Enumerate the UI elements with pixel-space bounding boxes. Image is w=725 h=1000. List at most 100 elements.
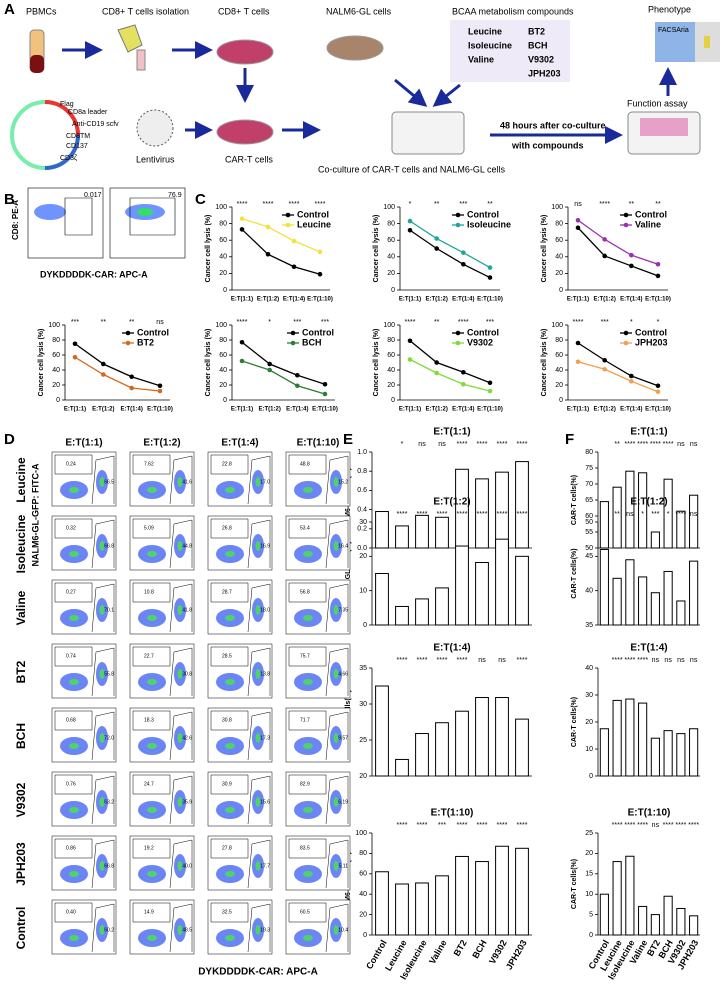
- bar: [676, 510, 686, 549]
- gate: [210, 646, 271, 697]
- y-tick-label: 80: [359, 850, 367, 857]
- legend-label: Control: [137, 327, 169, 337]
- y-tick-label: 1.0: [357, 449, 367, 456]
- gate-value: 0.76: [66, 781, 76, 787]
- bar: [638, 472, 648, 549]
- axis-label: NALM6-GL-GFP: FITC-A: [30, 463, 40, 566]
- y-axis-label: CAR-T cells(%): [571, 475, 578, 525]
- point: [407, 227, 413, 233]
- x-tick-label: E:T(1:1): [399, 297, 421, 303]
- significance: ns: [677, 657, 685, 664]
- significance: ****: [637, 441, 648, 448]
- gate: [132, 838, 193, 889]
- gate-value: 28.5: [222, 653, 232, 659]
- x-tick-label: E:T(1:1): [64, 407, 86, 413]
- column: [117, 24, 143, 53]
- gate-value: 0.32: [66, 525, 76, 531]
- gate-value: 17.3: [260, 735, 270, 741]
- y-tick-label: 60: [555, 352, 563, 359]
- gate-value: 66.8: [104, 543, 114, 549]
- x-tick-label: E:T(1:10): [645, 297, 671, 303]
- significance: ***: [293, 319, 301, 326]
- point: [239, 358, 245, 364]
- point: [101, 372, 106, 377]
- cell-cloud: [333, 541, 339, 551]
- significance: ****: [457, 511, 468, 518]
- significance: ****: [517, 822, 528, 829]
- y-tick-label: 40: [585, 588, 593, 595]
- significance: ***: [651, 511, 659, 518]
- y-axis-label: CAR-T cells(%): [571, 697, 578, 747]
- gate-value: 70.1: [104, 607, 114, 613]
- y-tick-label: 10: [585, 746, 593, 753]
- gate: [54, 710, 115, 761]
- series-line: [241, 228, 321, 275]
- instrument: [704, 36, 710, 48]
- label: Phenotype: [648, 4, 691, 14]
- x-tick-label: E:T(1:2): [257, 297, 279, 303]
- column-title: E:T(1:2): [143, 438, 180, 449]
- cell-cloud: [303, 487, 313, 493]
- bar: [495, 845, 509, 936]
- gate-value: 75.7: [300, 653, 310, 659]
- bar: [638, 576, 648, 626]
- bar: [599, 548, 609, 626]
- significance: *: [409, 201, 412, 208]
- bar: [415, 514, 429, 549]
- y-tick-label: 40: [585, 665, 593, 672]
- series-line: [241, 218, 321, 253]
- legend-label: Control: [635, 327, 667, 337]
- dish: [326, 35, 384, 61]
- legend-label: Leucine: [297, 219, 331, 229]
- x-tick-label: E:T(1:2): [593, 297, 615, 303]
- legend-swatch: [285, 222, 291, 228]
- gate-value: 19.3: [260, 927, 270, 933]
- cell-cloud: [333, 797, 339, 807]
- cell-cloud: [255, 925, 261, 935]
- point: [461, 250, 466, 255]
- bar: [689, 728, 699, 777]
- label: NALM6-GL cells: [326, 6, 392, 16]
- compound: Valine: [468, 54, 494, 64]
- point: [487, 275, 493, 280]
- bar: [650, 592, 660, 626]
- gate: [210, 454, 271, 505]
- gate-value: 66.5: [104, 479, 114, 485]
- flow-plot: [27, 187, 104, 259]
- point: [317, 271, 323, 277]
- y-axis-label: CAR-T cells(%): [571, 548, 578, 598]
- y-tick-label: 80: [555, 220, 563, 227]
- legend-label: Control: [467, 209, 499, 219]
- gate-value: 30.8: [182, 671, 192, 677]
- y-tick-label: 15: [585, 871, 593, 878]
- gate-value: 13.8: [260, 671, 270, 677]
- point: [239, 339, 245, 345]
- point: [575, 359, 581, 365]
- significance: ****: [417, 822, 428, 829]
- significance: *: [268, 319, 271, 326]
- cell-cloud: [225, 615, 235, 621]
- y-tick-label: 20: [359, 911, 367, 918]
- label: CD8+ T cells: [218, 6, 270, 16]
- label: BCAA metabolism compounds: [452, 6, 574, 16]
- cell-cloud: [177, 477, 183, 487]
- significance: **: [101, 319, 107, 326]
- y-tick-label: 80: [555, 337, 563, 344]
- cell-cloud: [147, 807, 157, 813]
- gate-value: 0.017: [84, 192, 102, 199]
- y-tick-label: 80: [52, 337, 60, 344]
- gate-value: 0.74: [66, 653, 76, 659]
- gate-value: 16.4: [338, 543, 348, 549]
- y-tick-label: 50: [585, 519, 593, 526]
- y-tick-label: 0.0: [357, 545, 367, 552]
- bar: [638, 702, 648, 777]
- y-tick-label: 100: [551, 322, 563, 329]
- bar: [475, 478, 489, 549]
- gate-value: 83.5: [300, 845, 310, 851]
- gate: [288, 710, 349, 761]
- legend-swatch: [285, 212, 291, 218]
- gate-value: 55.8: [104, 671, 114, 677]
- flow-plot: [109, 187, 186, 259]
- legend-label: BT2: [137, 337, 154, 347]
- cell-cloud: [225, 871, 235, 877]
